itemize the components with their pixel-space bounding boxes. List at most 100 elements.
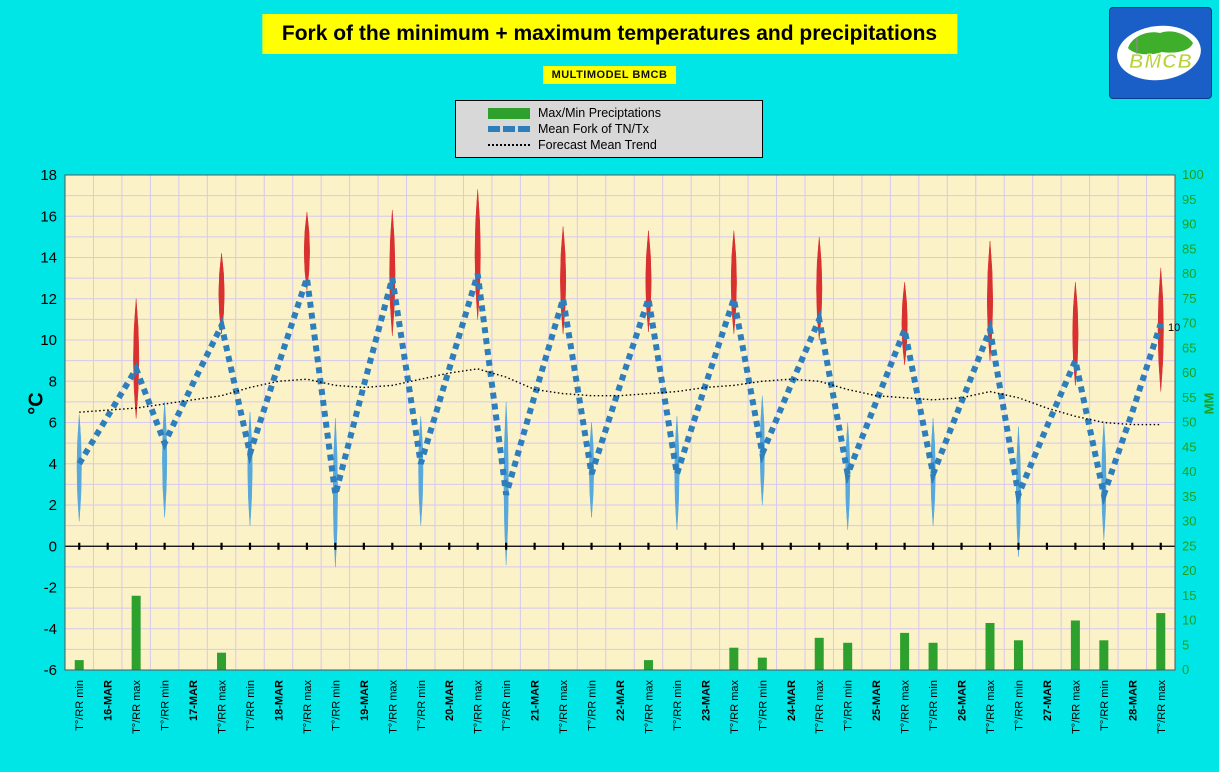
- svg-text:0: 0: [49, 538, 57, 555]
- svg-text:12: 12: [40, 291, 57, 308]
- precipitation-bars: [74, 595, 1166, 670]
- svg-text:65: 65: [1182, 340, 1196, 355]
- svg-text:T°/RR max: T°/RR max: [643, 680, 655, 734]
- legend-item-precipitation: Max/Min Preciptations: [488, 105, 762, 121]
- svg-text:T°/RR min: T°/RR min: [501, 680, 513, 731]
- svg-text:T°/RR max: T°/RR max: [729, 680, 741, 734]
- value-annotation: 10: [1168, 322, 1181, 334]
- left-axis-labels: 18 16 14 12 10 8 6 4 2 0 -2 -4 -6: [40, 167, 57, 679]
- page-subtitle: MULTIMODEL BMCB: [542, 66, 677, 84]
- svg-text:75: 75: [1182, 291, 1196, 306]
- svg-text:T°/RR min: T°/RR min: [757, 680, 769, 731]
- svg-text:90: 90: [1182, 217, 1196, 232]
- mean-fork-line-swatch: [488, 126, 530, 132]
- svg-text:80: 80: [1182, 266, 1196, 281]
- bmcb-logo-graphic: BMCB: [1117, 25, 1201, 81]
- page-title: Fork of the minimum + maximum temperatur…: [261, 14, 958, 54]
- svg-text:45: 45: [1182, 439, 1196, 454]
- svg-text:15: 15: [1182, 588, 1196, 603]
- svg-text:-2: -2: [44, 580, 57, 597]
- svg-text:8: 8: [49, 373, 57, 390]
- svg-text:4: 4: [49, 456, 57, 473]
- svg-text:21-MAR: 21-MAR: [530, 680, 542, 721]
- svg-text:0: 0: [1182, 662, 1189, 677]
- svg-text:T°/RR min: T°/RR min: [928, 680, 940, 731]
- svg-text:5: 5: [1182, 637, 1189, 652]
- svg-text:T°/RR max: T°/RR max: [131, 680, 143, 734]
- legend-item-forecast-trend: Forecast Mean Trend: [488, 137, 762, 153]
- bmcb-logo: BMCB: [1109, 7, 1212, 99]
- svg-text:T°/RR min: T°/RR min: [587, 680, 599, 731]
- svg-text:60: 60: [1182, 365, 1196, 380]
- plot-border: [64, 174, 1176, 671]
- logo-map-shape: [1128, 31, 1193, 55]
- svg-text:55: 55: [1182, 390, 1196, 405]
- logo-text: BMCB: [1129, 51, 1193, 73]
- svg-text:T°/RR max: T°/RR max: [387, 680, 399, 734]
- chart-legend: Max/Min Preciptations Mean Fork of TN/Tx…: [455, 100, 763, 158]
- svg-text:20-MAR: 20-MAR: [444, 680, 456, 721]
- svg-text:T°/RR min: T°/RR min: [1099, 680, 1111, 731]
- mean-fork-line: [76, 273, 1164, 506]
- svg-text:70: 70: [1182, 316, 1196, 331]
- svg-text:25: 25: [1182, 538, 1196, 553]
- right-axis-title: MM: [1201, 392, 1217, 415]
- svg-text:25-MAR: 25-MAR: [871, 680, 883, 721]
- svg-text:-4: -4: [44, 621, 57, 638]
- svg-text:-6: -6: [44, 662, 57, 679]
- legend-label: Mean Fork of TN/Tx: [538, 122, 649, 136]
- svg-text:T°/RR min: T°/RR min: [416, 680, 428, 731]
- precipitation-bar-swatch: [488, 107, 530, 119]
- svg-text:T°/RR max: T°/RR max: [302, 680, 314, 734]
- legend-label: Max/Min Preciptations: [538, 106, 661, 120]
- legend-item-mean-fork: Mean Fork of TN/Tx: [488, 121, 762, 137]
- svg-text:T°/RR max: T°/RR max: [473, 680, 485, 734]
- legend-label: Forecast Mean Trend: [538, 138, 657, 152]
- svg-text:18-MAR: 18-MAR: [273, 680, 285, 721]
- svg-text:28-MAR: 28-MAR: [1127, 680, 1139, 721]
- svg-text:18: 18: [40, 167, 57, 184]
- svg-text:T°/RR min: T°/RR min: [672, 680, 684, 731]
- svg-text:85: 85: [1182, 241, 1196, 256]
- svg-text:40: 40: [1182, 464, 1196, 479]
- svg-text:T°/RR max: T°/RR max: [217, 680, 229, 734]
- svg-text:T°/RR min: T°/RR min: [1013, 680, 1025, 731]
- svg-text:2: 2: [49, 497, 57, 514]
- forecast-trend-line-swatch: [488, 144, 530, 146]
- svg-text:16-MAR: 16-MAR: [103, 680, 115, 721]
- svg-text:19-MAR: 19-MAR: [359, 680, 371, 721]
- svg-text:T°/RR min: T°/RR min: [160, 680, 172, 731]
- svg-text:T°/RR min: T°/RR min: [74, 680, 86, 731]
- svg-text:24-MAR: 24-MAR: [786, 680, 798, 721]
- svg-text:T°/RR max: T°/RR max: [1070, 680, 1082, 734]
- svg-text:100: 100: [1182, 167, 1204, 182]
- svg-text:17-MAR: 17-MAR: [188, 680, 200, 721]
- svg-text:26-MAR: 26-MAR: [957, 680, 969, 721]
- svg-text:22-MAR: 22-MAR: [615, 680, 627, 721]
- svg-text:T°/RR min: T°/RR min: [330, 680, 342, 731]
- svg-text:10: 10: [40, 332, 57, 349]
- svg-text:T°/RR max: T°/RR max: [1156, 680, 1168, 734]
- svg-text:23-MAR: 23-MAR: [700, 680, 712, 721]
- svg-text:20: 20: [1182, 563, 1196, 578]
- right-axis-labels: 1009590858075706560555045403530252015105…: [1182, 167, 1204, 677]
- x-axis-labels: T°/RR min 16-MAR T°/RR max T°/RR min 17-MAR T…: [74, 680, 1168, 734]
- svg-text:50: 50: [1182, 415, 1196, 430]
- svg-text:T°/RR max: T°/RR max: [558, 680, 570, 734]
- svg-text:27-MAR: 27-MAR: [1042, 680, 1054, 721]
- svg-text:16: 16: [40, 208, 57, 225]
- svg-text:95: 95: [1182, 192, 1196, 207]
- left-axis-title: °C: [25, 392, 48, 415]
- svg-text:14: 14: [40, 250, 57, 267]
- zero-axis-ticks: [78, 542, 1162, 550]
- svg-text:30: 30: [1182, 514, 1196, 529]
- svg-text:T°/RR max: T°/RR max: [985, 680, 997, 734]
- svg-text:T°/RR max: T°/RR max: [814, 680, 826, 734]
- svg-text:10: 10: [1182, 613, 1196, 628]
- svg-text:T°/RR max: T°/RR max: [900, 680, 912, 734]
- svg-text:T°/RR min: T°/RR min: [843, 680, 855, 731]
- svg-text:6: 6: [49, 415, 57, 432]
- svg-text:35: 35: [1182, 489, 1196, 504]
